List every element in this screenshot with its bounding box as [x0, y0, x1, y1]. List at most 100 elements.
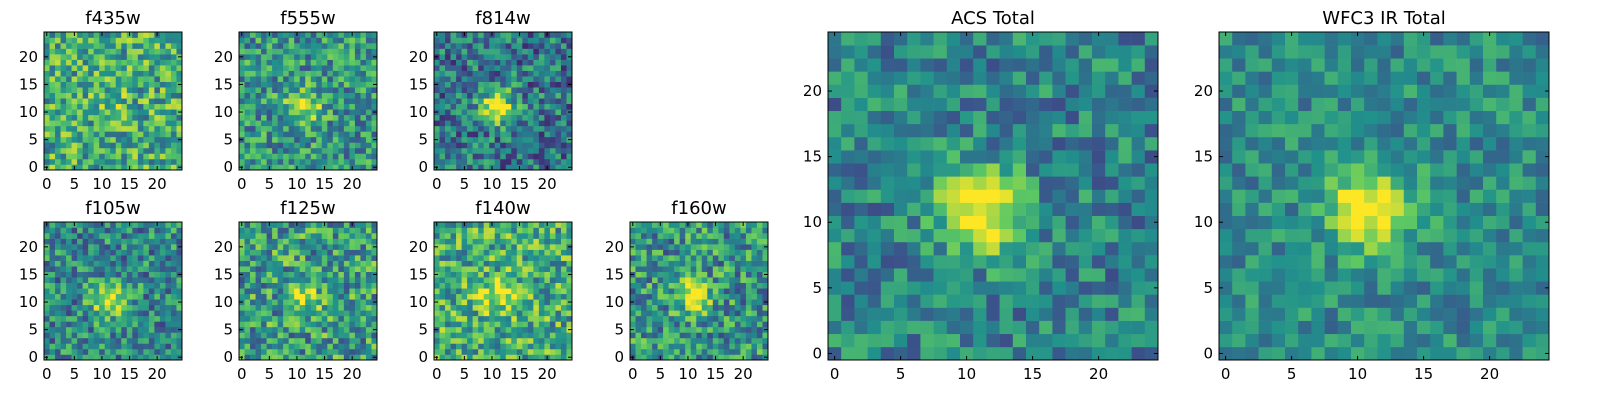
heatmap-cell — [371, 227, 378, 234]
heatmap-cell — [439, 249, 446, 256]
heatmap-cell — [828, 281, 842, 295]
heatmap-cell — [456, 48, 462, 55]
heatmap-cell — [88, 147, 94, 154]
heatmap-cell — [533, 114, 540, 121]
heatmap-cell — [77, 153, 83, 160]
heatmap-cell — [663, 304, 669, 311]
heatmap-cell — [679, 227, 686, 234]
heatmap-cell — [630, 288, 636, 295]
heatmap-cell — [288, 271, 295, 278]
heatmap-cell — [549, 348, 556, 355]
heatmap-cell — [472, 348, 479, 355]
heatmap-cell — [1144, 346, 1159, 361]
heatmap-cell — [527, 65, 534, 71]
heatmap-cell — [445, 70, 451, 77]
heatmap-cell — [250, 125, 256, 132]
heatmap-cell — [635, 337, 642, 344]
heatmap-cell — [66, 125, 72, 132]
heatmap-cell — [646, 354, 653, 361]
heatmap-cell — [99, 54, 106, 60]
heatmap-cell — [478, 337, 484, 344]
heatmap-cell — [132, 271, 139, 278]
heatmap-cell — [500, 37, 507, 44]
heatmap-cell — [88, 103, 94, 110]
heatmap-cell — [679, 321, 686, 328]
heatmap-cell — [483, 81, 490, 88]
heatmap-cell — [1012, 307, 1027, 321]
heatmap-cell — [505, 120, 512, 127]
heatmap-cell — [316, 98, 323, 105]
heatmap-cell — [349, 59, 356, 66]
heatmap-cell — [445, 288, 451, 295]
heatmap-cell — [1039, 255, 1053, 269]
heatmap-cell — [327, 32, 334, 38]
heatmap-cell — [522, 120, 529, 127]
heatmap-cell — [93, 147, 100, 154]
heatmap-cell — [239, 304, 245, 311]
heatmap-cell — [690, 332, 697, 339]
heatmap-cell — [544, 120, 551, 127]
heatmap-cell — [472, 315, 479, 322]
heatmap-cell — [316, 310, 323, 317]
heatmap-cell — [445, 153, 451, 160]
heatmap-cell — [148, 98, 155, 105]
heatmap-cell — [461, 103, 468, 110]
heatmap-cell — [71, 326, 78, 333]
heatmap-cell — [250, 153, 256, 160]
heatmap-cell — [1026, 255, 1040, 269]
heatmap-cell — [371, 304, 378, 311]
heatmap-cell — [635, 315, 642, 322]
heatmap-cell — [349, 238, 356, 245]
heatmap-cell — [511, 120, 518, 127]
heatmap-cell — [121, 103, 128, 110]
heatmap-cell — [299, 271, 306, 278]
heatmap-cell — [867, 215, 882, 230]
heatmap-cell — [434, 343, 440, 350]
heatmap-cell — [244, 244, 251, 250]
heatmap-cell — [71, 37, 78, 44]
heatmap-cell — [261, 293, 267, 300]
heatmap-cell — [533, 233, 540, 239]
heatmap-cell — [729, 326, 736, 333]
heatmap-cell — [104, 131, 111, 138]
heatmap-cell — [505, 266, 512, 272]
heatmap-cell — [82, 227, 89, 234]
heatmap-cell — [170, 147, 177, 154]
heatmap-cell — [244, 87, 251, 94]
heatmap-cell — [544, 293, 551, 300]
heatmap-cell — [560, 315, 567, 322]
heatmap-cell — [148, 337, 155, 344]
heatmap-cell — [99, 321, 106, 328]
heatmap-cell — [93, 131, 100, 138]
heatmap-cell — [456, 266, 462, 272]
heatmap-cell — [250, 120, 256, 127]
heatmap-cell — [349, 142, 356, 149]
heatmap-cell — [332, 37, 339, 44]
heatmap-cell — [489, 343, 496, 350]
heatmap-cell — [478, 81, 484, 88]
heatmap-cell — [538, 343, 545, 350]
heatmap-cell — [250, 255, 256, 261]
heatmap-cell — [321, 337, 328, 344]
heatmap-cell — [560, 37, 567, 44]
heatmap-cell — [244, 32, 251, 38]
heatmap-cell — [343, 32, 350, 38]
heatmap-cell — [907, 255, 921, 269]
heatmap-cell — [261, 227, 267, 234]
heatmap-cell — [494, 315, 501, 322]
heatmap-cell — [132, 227, 139, 234]
heatmap-cell — [729, 310, 736, 317]
heatmap-cell — [505, 304, 512, 311]
heatmap-cell — [143, 326, 150, 333]
heatmap-cell — [66, 293, 72, 300]
heatmap-cell — [99, 48, 106, 55]
heatmap-cell — [104, 348, 111, 355]
heatmap-cell — [71, 98, 78, 105]
heatmap-cell — [277, 266, 284, 272]
heatmap-cell — [60, 48, 67, 55]
heatmap-cell — [332, 142, 339, 149]
heatmap-cell — [756, 293, 763, 300]
heatmap-cell — [500, 147, 507, 154]
heatmap-cell — [132, 348, 139, 355]
